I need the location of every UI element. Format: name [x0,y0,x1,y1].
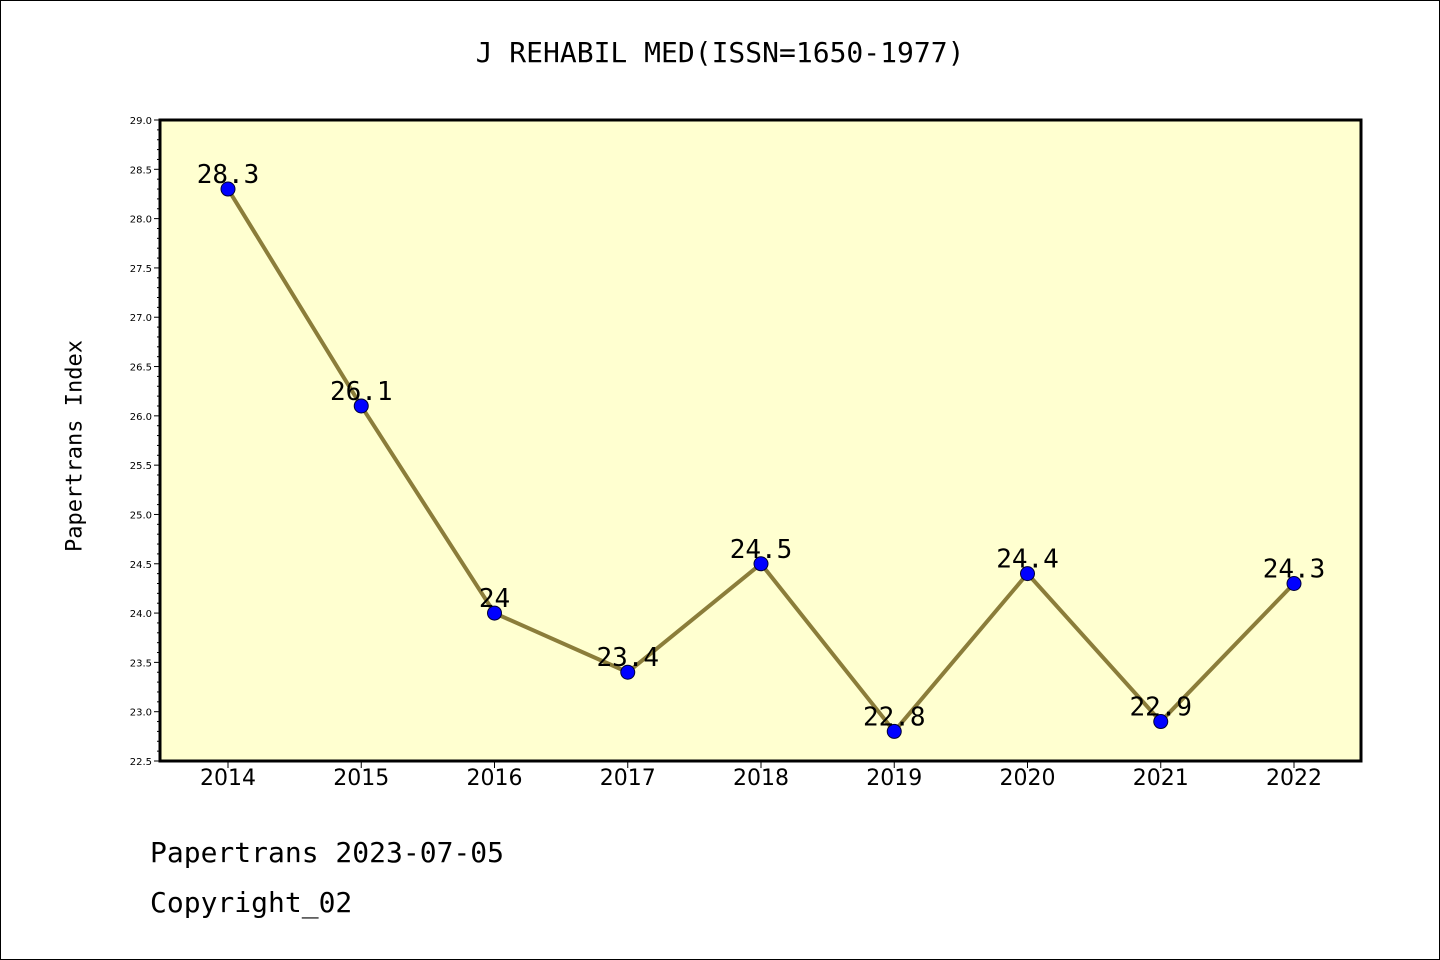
x-tick-label: 2014 [200,766,256,791]
data-point [1153,714,1169,730]
x-tick-label: 2016 [467,766,523,791]
y-axis-ticks: 22.5 23.0 23.5 24.0 24.5 25.0 25.5 26.0 26.5 27.0… [130,116,160,768]
x-tick-label: 2018 [733,766,789,791]
data-label: 28.3 [197,160,260,190]
y-tick-label: 23.5 [130,658,152,669]
x-tick-label: 2015 [333,766,389,791]
x-tick-label: 2022 [1266,766,1322,791]
y-tick-label: 29.0 [130,116,152,127]
y-tick-label: 27.5 [130,264,152,275]
data-point [487,605,502,621]
data-point [620,664,636,680]
y-tick-label: 28.5 [130,165,152,176]
data-label: 23.4 [596,643,659,673]
y-tick-label: 28.0 [130,215,152,226]
data-point [753,556,769,572]
y-tick-label: 26.0 [130,412,152,423]
x-tick-label: 2017 [600,766,656,791]
data-label: 24.4 [996,545,1059,575]
data-point [1286,575,1302,591]
data-label: 24.5 [730,535,793,565]
y-tick-label: 23.0 [130,708,152,719]
data-markers [220,181,1302,739]
y-tick-label: 24.0 [130,609,152,620]
data-point [1020,566,1035,582]
y-tick-label: 25.0 [130,510,152,521]
y-tick-label: 27.0 [130,313,152,324]
y-tick-label: 24.5 [130,560,152,571]
footer-copyright: Copyright_02 [150,886,353,919]
data-point [220,181,236,197]
plot-area [160,120,1361,761]
y-tick-label: 26.5 [130,363,152,374]
data-labels: 28.3 26.1 24 23.4 24.5 22.8 24.4 22.9 24.3 [197,160,1326,732]
plot-border [158,118,1363,763]
chart-title: J REHABIL MED(ISSN=1650-1977) [475,36,965,69]
data-label: 22.9 [1129,693,1192,723]
x-tick-label: 2021 [1133,766,1189,791]
data-point [886,723,902,739]
data-label: 26.1 [330,377,393,407]
x-tick-label: 2020 [1000,766,1056,791]
y-tick-label: 22.5 [130,757,152,768]
data-point [353,398,369,414]
data-label: 24.3 [1263,554,1326,584]
y-tick-label: 25.5 [130,461,152,472]
x-tick-label: 2019 [866,766,922,791]
data-label: 22.8 [863,702,926,732]
data-label: 24 [479,584,510,614]
x-axis-ticks: 2014 2015 2016 2017 2018 2019 2020 2021 2022 [200,761,1322,791]
footer-date: Papertrans 2023-07-05 [150,836,505,869]
